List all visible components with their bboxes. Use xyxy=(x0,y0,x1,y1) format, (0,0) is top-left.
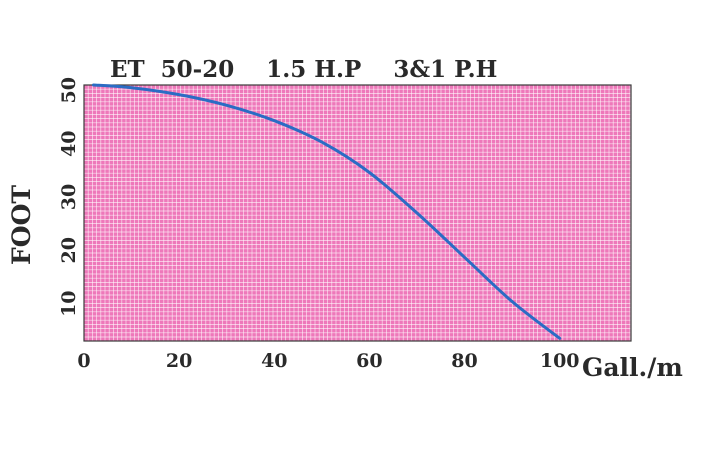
chart-title: ET 50-20 1.5 H.P 3&1 P.H xyxy=(110,56,497,83)
y-axis-label: FOOT xyxy=(7,185,36,265)
head-flow-curve xyxy=(92,83,562,340)
y-tick-label: 40 xyxy=(58,130,80,156)
y-tick-labels: 10 20 30 40 50 xyxy=(58,77,80,317)
x-tick-labels: 0 20 40 60 80 100 xyxy=(77,350,579,372)
y-tick-label: 30 xyxy=(58,184,80,210)
y-tick-label: 50 xyxy=(58,77,80,103)
x-tick-label: 20 xyxy=(166,350,192,372)
x-axis-label: Gall./m xyxy=(582,353,683,382)
x-tick-label: 40 xyxy=(261,350,287,372)
y-tick-label: 10 xyxy=(58,290,80,316)
curve-layer xyxy=(92,83,562,340)
x-tick-label: 60 xyxy=(356,350,382,372)
x-tick-label: 100 xyxy=(540,350,580,372)
plot-frame xyxy=(83,84,632,342)
y-tick-label: 20 xyxy=(58,237,80,263)
x-tick-label: 0 xyxy=(77,350,90,372)
x-tick-label: 80 xyxy=(451,350,477,372)
plot-area xyxy=(84,85,631,341)
